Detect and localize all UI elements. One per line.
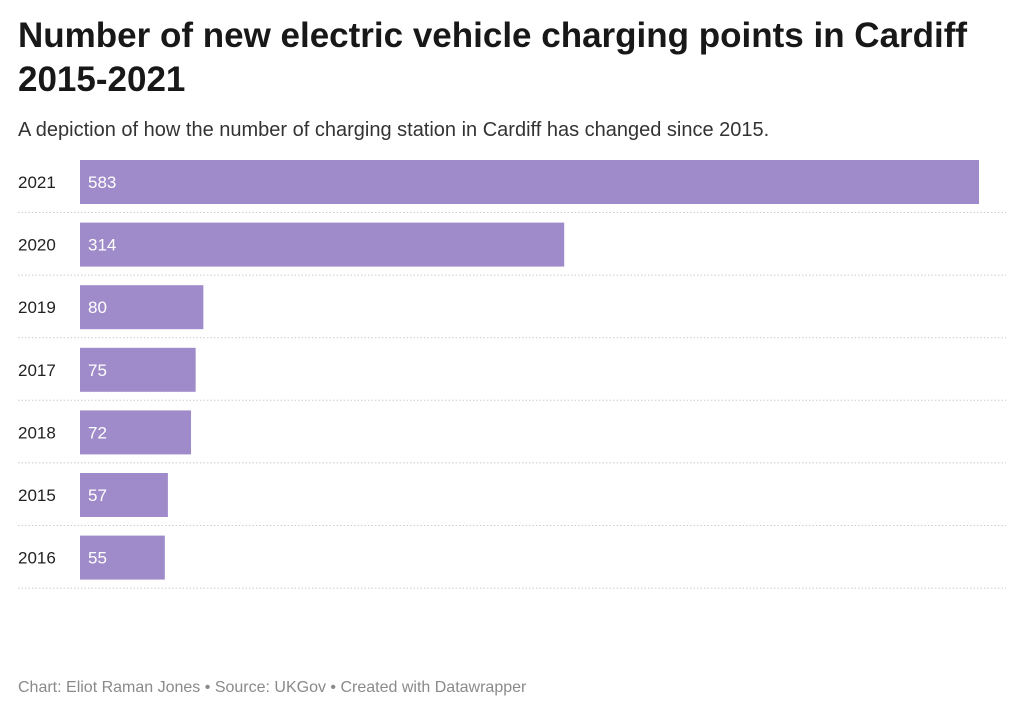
value-label: 72 xyxy=(88,423,107,442)
category-label: 2016 xyxy=(18,549,56,568)
value-label: 314 xyxy=(88,236,116,255)
bar xyxy=(80,347,196,392)
category-label: 2018 xyxy=(18,423,56,442)
value-label: 80 xyxy=(88,298,107,317)
category-label: 2015 xyxy=(18,486,56,505)
category-label: 2021 xyxy=(18,173,56,192)
source-label: Source: xyxy=(214,679,275,696)
value-label: 57 xyxy=(88,486,107,505)
value-label: 55 xyxy=(88,549,107,568)
bar xyxy=(80,285,204,330)
created-with-credit: Created with Datawrapper xyxy=(340,679,527,696)
value-label: 583 xyxy=(88,173,116,192)
author-name: Eliot Raman Jones xyxy=(66,679,201,696)
bar-row: 2017 75 xyxy=(18,347,1006,401)
category-label: 2019 xyxy=(18,298,56,317)
bar xyxy=(80,473,168,517)
value-label: 75 xyxy=(88,361,107,380)
bar-row: 2015 57 xyxy=(18,473,1006,526)
source-name: UKGov xyxy=(274,679,326,696)
footer-separator: • xyxy=(325,679,341,696)
category-label: 2017 xyxy=(18,361,56,380)
bar-row: 2021 583 xyxy=(18,160,1006,213)
bar xyxy=(80,410,192,455)
bar-row: 2020 314 xyxy=(18,222,1006,276)
bar-row: 2018 72 xyxy=(18,410,1006,464)
category-label: 2020 xyxy=(18,236,56,255)
bar-row: 2019 80 xyxy=(18,285,1006,339)
chart-subtitle: A depiction of how the number of chargin… xyxy=(18,119,770,141)
chart-title: Number of new electric vehicle charging … xyxy=(18,16,968,99)
bar xyxy=(80,160,979,204)
chart-footer: Chart: Eliot Raman Jones • Source: UKGov… xyxy=(18,678,526,698)
bar xyxy=(80,535,165,580)
footer-separator: • xyxy=(200,679,215,696)
bar xyxy=(80,222,565,267)
bar-row: 2016 55 xyxy=(18,535,1006,589)
credit-label: Chart: xyxy=(18,679,67,696)
